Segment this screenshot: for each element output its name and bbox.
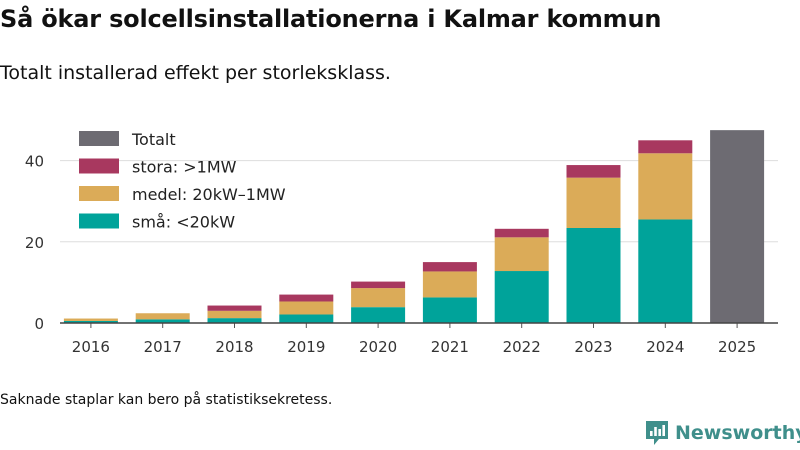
bar-segment xyxy=(279,301,334,315)
y-tick-label: 20 xyxy=(25,234,44,252)
chart-subtitle: Totalt installerad effekt per storlekskl… xyxy=(0,62,391,84)
brand-logo[interactable]: Newsworthy xyxy=(645,420,800,446)
bar-segment xyxy=(279,314,334,323)
legend-swatch xyxy=(79,131,119,146)
chart-title: Så ökar solcellsinstallationerna i Kalma… xyxy=(0,5,662,33)
legend-label: små: <20kW xyxy=(132,213,235,232)
x-tick-label: 2023 xyxy=(574,338,612,356)
bar-segment xyxy=(422,271,477,298)
bar-segment xyxy=(566,177,621,228)
bar-segment xyxy=(135,313,190,320)
bar-segment xyxy=(207,310,262,319)
bar-segment xyxy=(566,227,621,323)
x-tick-label: 2020 xyxy=(359,338,397,356)
x-tick-label: 2021 xyxy=(431,338,469,356)
x-tick-label: 2022 xyxy=(503,338,541,356)
newsworthy-logo-icon xyxy=(646,421,668,445)
y-tick-label: 0 xyxy=(34,315,44,333)
bar-segment xyxy=(351,288,406,308)
legend-swatch xyxy=(79,213,119,229)
bar-segment xyxy=(351,307,406,323)
bar-segment xyxy=(494,271,549,323)
bar-segment xyxy=(207,318,262,323)
bar-segment xyxy=(494,228,549,238)
legend-label: Totalt xyxy=(131,130,176,149)
y-tick-label: 40 xyxy=(25,153,44,171)
bar-segment xyxy=(494,237,549,272)
brand-name: Newsworthy xyxy=(675,422,800,444)
x-tick-label: 2017 xyxy=(144,338,182,356)
bar-segment xyxy=(135,319,190,323)
bar-segment xyxy=(710,130,765,323)
bar-segment xyxy=(566,165,621,178)
bar-segment xyxy=(638,219,693,323)
legend-label: medel: 20kW–1MW xyxy=(132,185,286,204)
bar-segment xyxy=(279,294,334,302)
bar-segment xyxy=(638,140,693,154)
stacked-bar-chart: 0 20 40 2016 2017 2018 2019 2020 2021 2022 2023 202… xyxy=(25,130,778,356)
bar-segment xyxy=(422,262,477,272)
x-tick-label: 2025 xyxy=(718,338,756,356)
bar-segment xyxy=(351,281,406,289)
bar-segment xyxy=(207,305,262,311)
x-tick-label: 2024 xyxy=(646,338,684,356)
x-tick-label: 2016 xyxy=(72,338,110,356)
bar-segment xyxy=(638,153,693,220)
bar-segment xyxy=(63,320,118,323)
legend-swatch xyxy=(79,186,119,201)
legend-swatch xyxy=(79,158,119,174)
legend-label: stora: >1MW xyxy=(132,158,237,177)
x-tick-label: 2018 xyxy=(215,338,253,356)
bar-segment xyxy=(63,318,118,321)
bar-segment xyxy=(422,297,477,323)
x-tick-label: 2019 xyxy=(287,338,325,356)
footnote: Saknade staplar kan bero på statistiksek… xyxy=(0,392,333,408)
